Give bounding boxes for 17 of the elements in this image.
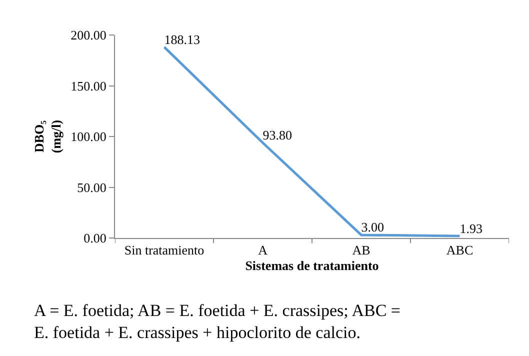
x-tick-label: AB [352, 242, 371, 258]
y-tick-label: 0.00 [84, 230, 106, 246]
x-tick-label: ABC [446, 242, 474, 258]
text: A = E. foetida; AB = E. foetida + E. crassipes; ABC = E. foetida + E. crassipes + hipoclorito de calcio. [34, 301, 400, 342]
y-tick-label: 150.00 [70, 78, 106, 94]
line-series [163, 46, 461, 238]
x-tick-label: Sin tratamiento [124, 242, 204, 258]
y-tick-label: 200.00 [70, 28, 106, 43]
y-axis-title: DBO₅ (mg/l) [32, 120, 64, 154]
y-tick-label: 100.00 [70, 129, 106, 144]
x-axis-title: Sistemas de tratamiento [245, 258, 379, 274]
y-tick-label: 50.00 [77, 180, 106, 195]
x-tick-label: A [258, 242, 268, 258]
data-label: 1.93 [460, 220, 482, 236]
data-label: 3.00 [361, 220, 384, 235]
data-label: 188.13 [164, 32, 200, 47]
data-label: 93.80 [262, 128, 292, 143]
